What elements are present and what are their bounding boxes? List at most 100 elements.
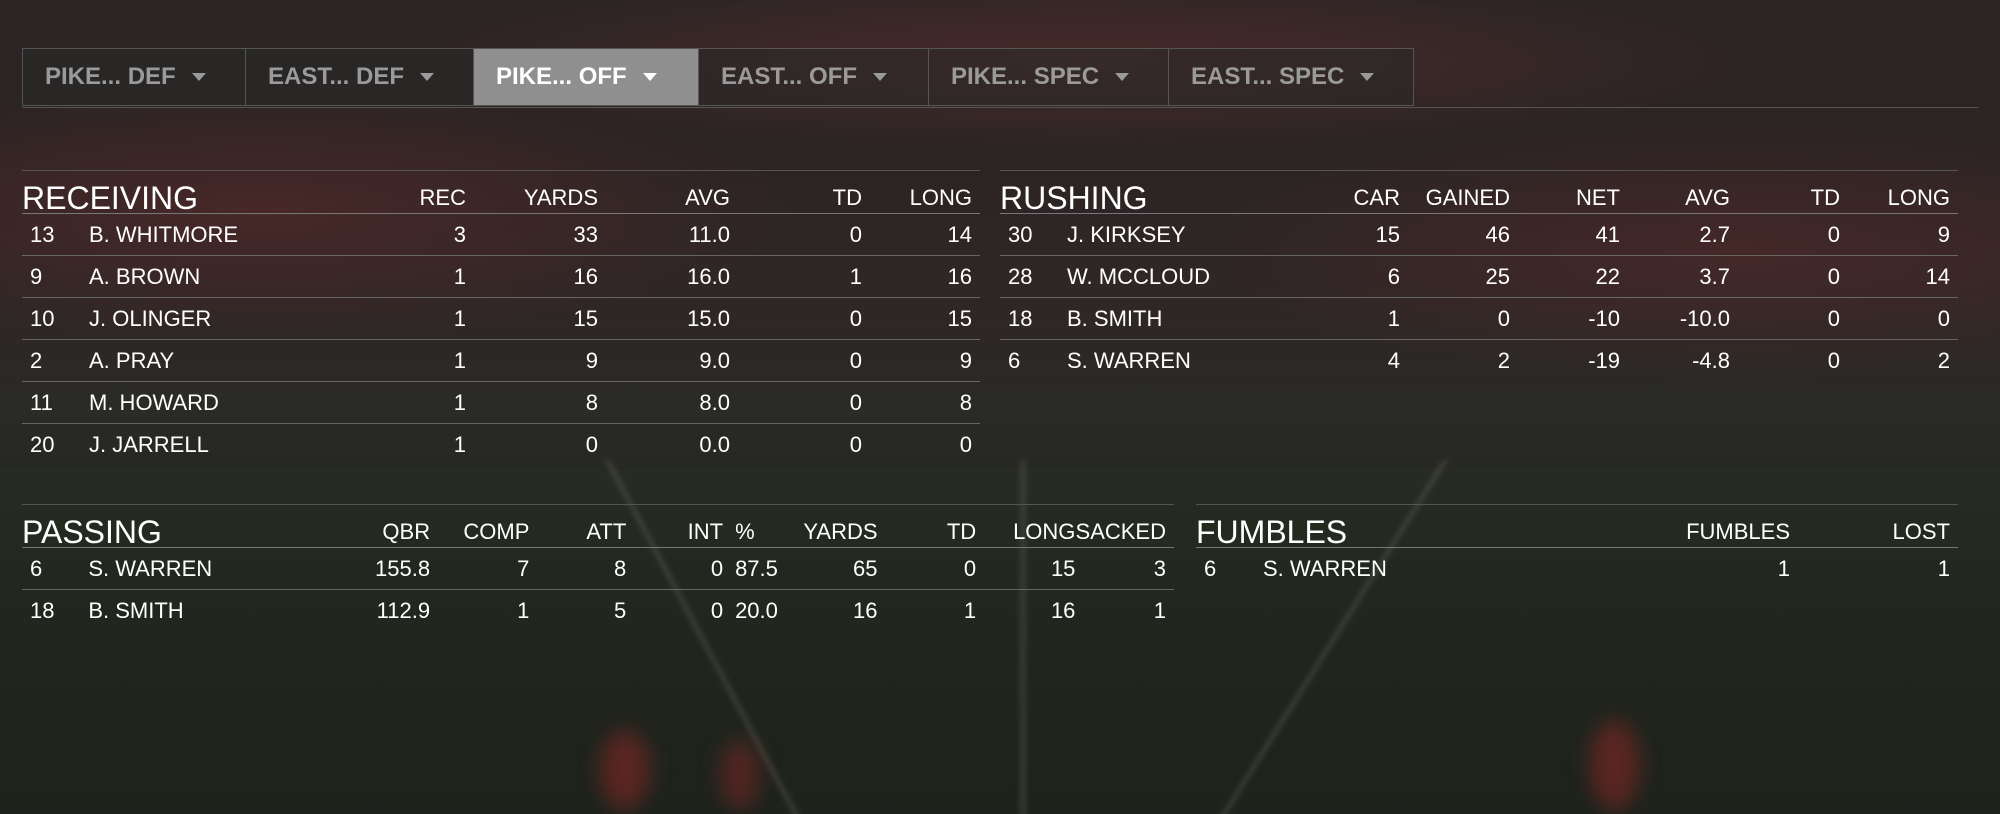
stat-cell: 20.0 — [735, 597, 778, 623]
table-row: 18 B. SMITH 1 0 -10 -10.0 0 0 — [1000, 297, 1958, 340]
stat-cell: 112.9 — [376, 597, 431, 623]
tab-pike-def[interactable]: PIKE... DEF — [22, 48, 245, 106]
tab-east-spec[interactable]: EAST... SPEC — [1168, 48, 1414, 106]
stat-cell: 1 — [453, 431, 466, 457]
player-name: W. MCCLOUD — [1067, 255, 1267, 298]
column-header: YARDS — [778, 504, 878, 548]
table-row: 6 S. WARREN 1 1 — [1196, 548, 1958, 590]
stat-cell: 155.8 — [296, 547, 431, 590]
column-header: LONG — [976, 504, 1076, 548]
stat-cell: 1 — [1153, 597, 1166, 623]
player-name: S. WARREN — [1263, 555, 1387, 581]
stat-cell: 16.0 — [598, 255, 730, 298]
stat-cell: 3 — [1075, 547, 1174, 590]
stat-cell: 0 — [730, 297, 862, 340]
stat-cell: 9 — [862, 339, 980, 382]
rushing-table: RUSHING CAR GAINED NET AVG TD LONG 30 J.… — [1000, 170, 1958, 381]
player-number: 30 — [1000, 213, 1067, 256]
stat-cell: -4.8 — [1692, 347, 1730, 373]
stat-cell: 22 — [1510, 255, 1620, 298]
player-number: 6 — [22, 547, 89, 590]
stat-cell: 0 — [585, 431, 598, 457]
stat-cell: 5 — [614, 597, 627, 623]
passing-title: PASSING — [22, 504, 297, 548]
stat-cell: 0 — [1400, 297, 1510, 340]
stat-cell: 41 — [1510, 213, 1620, 256]
table-row: 6 S. WARREN 155.8 7 8 0 87.5 65 0 15 3 — [22, 547, 1174, 590]
table-row: 11 M. HOWARD 1 8 8.0 0 8 — [22, 381, 980, 424]
column-header: AVG — [1620, 170, 1730, 214]
column-header: TD — [1730, 170, 1840, 214]
player-name: M. HOWARD — [89, 381, 299, 424]
stat-cell: -10 — [1510, 297, 1620, 340]
player-number: 20 — [30, 431, 55, 457]
stat-cell: 3 — [299, 213, 466, 256]
player-number: 28 — [1000, 255, 1067, 298]
tab-label: PIKE... OFF — [496, 63, 627, 90]
stat-cell: 0 — [1827, 347, 1840, 373]
player-name: B. WHITMORE — [89, 213, 299, 256]
rushing-title: RUSHING — [1000, 170, 1267, 214]
column-header: LOST — [1790, 504, 1958, 548]
stat-cell: 0 — [1840, 297, 1958, 340]
tab-label: EAST... OFF — [721, 63, 858, 90]
stat-cell: 87.5 — [723, 547, 779, 590]
stat-cell: 1 — [963, 597, 977, 623]
stat-cell: 16 — [853, 597, 878, 623]
receiving-title: RECEIVING — [22, 170, 299, 214]
stat-cell: 0 — [730, 339, 862, 382]
tab-pike-spec[interactable]: PIKE... SPEC — [928, 48, 1168, 106]
column-header: TD — [877, 504, 977, 548]
column-header: COMP — [430, 504, 530, 548]
tab-label: PIKE... DEF — [45, 63, 176, 90]
stat-cell: 2.7 — [1620, 213, 1730, 256]
player-name: B. SMITH — [88, 597, 184, 623]
stat-cell: 11.0 — [598, 213, 730, 256]
tab-label: EAST... SPEC — [1191, 63, 1345, 90]
stat-cell: 8.0 — [598, 381, 730, 424]
stat-cell: 9.0 — [598, 339, 730, 382]
table-row: 20 J. JARRELL 1 0 0.0 0 0 — [22, 424, 980, 466]
stat-cell: 33 — [466, 213, 598, 256]
tab-label: EAST... DEF — [268, 63, 405, 90]
stat-cell: 8 — [862, 381, 980, 424]
tab-east-def[interactable]: EAST... DEF — [245, 48, 473, 106]
table-row: 30 J. KIRKSEY 15 46 41 2.7 0 9 — [1000, 213, 1958, 256]
player-number: 6 — [1008, 347, 1021, 373]
column-header: LONG — [862, 170, 980, 214]
chevron-down-icon — [873, 73, 888, 81]
stat-cell: 1 — [730, 255, 862, 298]
stat-cell: 9 — [466, 339, 598, 382]
stat-cell: 1 — [299, 255, 466, 298]
stat-cell: 0 — [959, 431, 972, 457]
chevron-down-icon — [420, 73, 435, 81]
team-tab-bar: PIKE... DEF EAST... DEF PIKE... OFF EAST… — [22, 48, 1414, 108]
stat-cell: 4 — [1387, 347, 1400, 373]
stat-cell: 0 — [730, 381, 862, 424]
stat-cell: 2 — [1937, 347, 1950, 373]
tab-east-off[interactable]: EAST... OFF — [698, 48, 928, 106]
stat-cell: 1 — [299, 381, 466, 424]
column-header: YARDS — [466, 170, 598, 214]
stat-cell: 1 — [1777, 555, 1790, 581]
stat-cell: 15.0 — [598, 297, 730, 340]
stat-cell: 0 — [849, 431, 862, 457]
player-name: J. OLINGER — [89, 297, 299, 340]
tab-label: PIKE... SPEC — [951, 63, 1100, 90]
player-name: A. BROWN — [89, 255, 299, 298]
player-number: 2 — [22, 339, 89, 382]
player-number: 11 — [22, 381, 89, 424]
stat-cell: 6 — [1267, 255, 1400, 298]
tab-pike-off[interactable]: PIKE... OFF — [473, 48, 698, 106]
column-header: CAR — [1267, 170, 1400, 214]
chevron-down-icon — [642, 73, 657, 81]
column-header: % — [723, 504, 779, 548]
player-number: 18 — [1000, 297, 1067, 340]
stat-cell: 1 — [517, 597, 530, 623]
column-header: GAINED — [1400, 170, 1510, 214]
player-number: 10 — [22, 297, 89, 340]
column-header: AVG — [598, 170, 730, 214]
stat-cell: 1 — [1937, 555, 1950, 581]
stat-cell: 16 — [1050, 597, 1076, 623]
column-header: LONG — [1840, 170, 1958, 214]
